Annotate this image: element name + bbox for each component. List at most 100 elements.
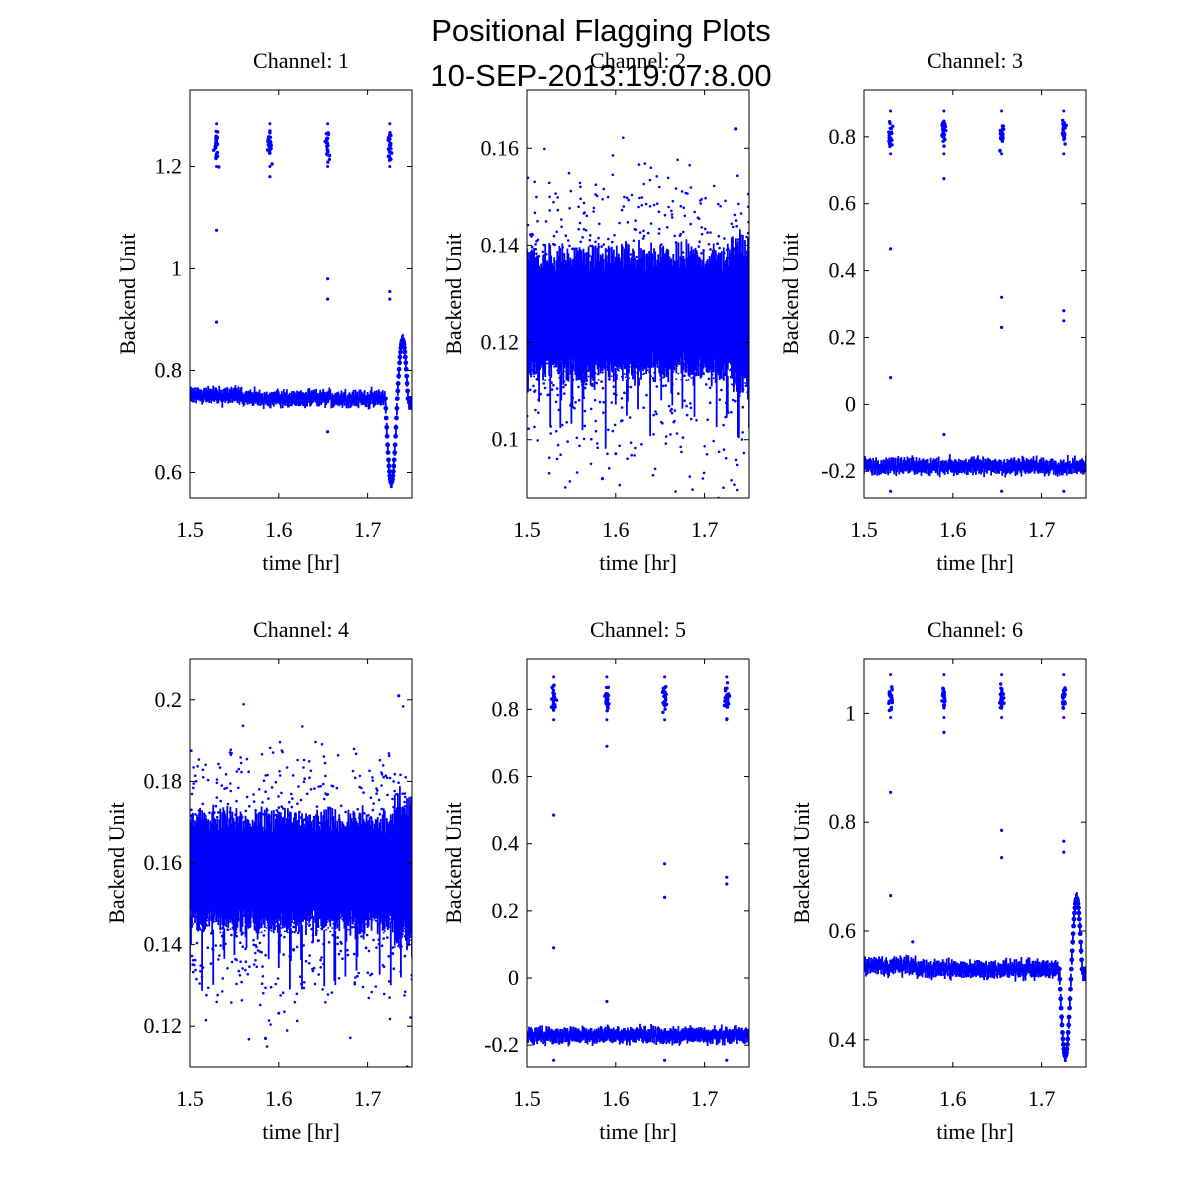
data-point [404,381,410,386]
data-point [403,930,405,933]
data-point [376,817,379,935]
data-point [737,241,739,388]
data-point [631,256,633,376]
data-point [935,457,938,473]
data-point [205,818,207,922]
data-point [542,243,545,247]
data-point [360,924,363,927]
axes-box [863,89,1087,499]
data-point [642,229,645,233]
data-point [958,458,960,474]
data-point [606,262,609,371]
data-point [368,817,371,913]
data-point [296,758,299,762]
data-point [585,1028,588,1042]
data-point [262,397,265,409]
data-point [588,1029,591,1042]
data-point [617,369,620,372]
data-point [218,385,221,401]
data-point [663,374,666,376]
data-point [352,390,355,403]
data-point [878,464,880,476]
data-point [718,254,721,380]
data-point [339,949,343,953]
data-point [550,705,554,710]
data-point [295,394,297,406]
data-point [243,827,246,918]
data-point [728,1029,731,1045]
data-point [388,146,392,150]
data-point [268,147,272,152]
subplot-title: Channel: 4 [253,617,349,642]
data-point [698,364,701,366]
data-point [683,214,687,218]
data-point [535,256,537,374]
data-point [217,918,220,920]
data-point [379,922,382,924]
data-point [195,977,198,981]
data-point [378,813,382,816]
data-point [651,1028,653,1043]
data-point [220,828,223,919]
data-point [1066,1014,1072,1020]
data-point [1006,964,1009,977]
data-point [911,959,914,975]
data-point [369,825,372,920]
data-point [645,254,647,374]
data-point [1063,462,1066,474]
data-point [582,437,586,441]
y-tick-label: 0.4 [829,1027,857,1052]
data-point [556,369,559,372]
data-point [592,206,596,210]
data-point [556,1028,559,1039]
data-point [208,811,211,815]
data-point [349,931,352,934]
data-point [409,396,412,401]
data-point [931,964,934,976]
data-point [293,817,295,921]
data-point [655,412,658,416]
x-tick-label: 1.6 [602,517,630,542]
data-point [1015,959,1018,972]
data-point [976,457,978,472]
data-point [667,378,670,381]
data-point [630,453,633,457]
data-point [942,125,947,129]
data-point [326,122,330,126]
data-point [921,961,924,978]
data-point [226,387,229,401]
data-point [291,822,293,923]
data-point [190,808,193,812]
data-point [913,460,916,475]
data-point [264,829,267,918]
data-point [889,894,893,898]
data-point [325,809,328,926]
data-point [303,823,305,918]
data-point [726,375,729,413]
data-point [689,1025,692,1040]
data-point [582,228,586,231]
data-point [345,917,348,942]
data-point [240,816,244,819]
data-point [694,1029,697,1042]
data-point [566,1028,569,1042]
data-point [602,401,605,404]
data-point [736,249,739,252]
data-point [665,1030,668,1045]
data-point [381,390,384,404]
data-point [870,459,872,473]
data-point [898,463,901,475]
data-point [702,471,706,475]
data-point [590,255,593,378]
data-point [262,991,265,995]
data-point [602,243,606,246]
data-point [710,379,713,381]
data-point [1077,931,1083,937]
data-point [740,234,742,391]
data-point [285,1029,289,1032]
data-point [896,458,899,473]
data-point [241,392,244,404]
data-point [568,1030,571,1045]
data-point [555,260,558,367]
